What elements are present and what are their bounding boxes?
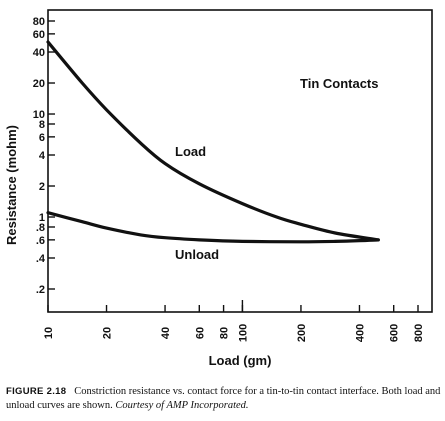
series-line-unload: [46, 211, 380, 244]
y-tick-label: .6: [36, 235, 45, 247]
annotation-load: Load: [175, 144, 206, 159]
y-tick-label: 1: [39, 212, 45, 224]
x-tick-label: 400: [354, 324, 366, 342]
x-tick-label: 10: [43, 327, 55, 339]
x-tick-label: 80: [219, 327, 231, 339]
y-tick-label: 2: [39, 181, 45, 193]
x-tick-label: 60: [194, 327, 206, 339]
y-tick-label: .8: [36, 222, 45, 234]
annotation-unload: Unload: [175, 247, 219, 262]
y-tick-label: 60: [33, 29, 45, 41]
caption-label: FIGURE 2.18: [6, 386, 67, 397]
y-tick-label: 6: [39, 132, 45, 144]
y-axis-title: Resistance (mohm): [4, 125, 19, 245]
y-tick-label: 20: [33, 78, 45, 90]
x-tick-label: 600: [389, 324, 401, 342]
y-tick-label: 80: [33, 16, 45, 28]
x-tick-label: 100: [237, 324, 249, 342]
curves: [46, 40, 380, 244]
x-tick-label: 800: [413, 324, 425, 342]
y-tick-label: 8: [39, 119, 45, 131]
y-tick-label: 10: [33, 109, 45, 121]
plot-border: [47, 9, 433, 313]
x-axis-ticks: 10 20 40 60 80 100 200 400 600 800: [43, 300, 425, 342]
x-tick-label: 200: [296, 324, 308, 342]
y-tick-label: 4: [39, 150, 46, 162]
figure-caption: FIGURE 2.18 Constriction resistance vs. …: [6, 385, 442, 413]
series-line-load: [46, 40, 380, 242]
annotation-tin-contacts: Tin Contacts: [300, 76, 379, 91]
plot-frame: [47, 9, 433, 313]
y-tick-label: .4: [36, 253, 46, 265]
x-tick-label: 20: [102, 327, 114, 339]
y-tick-label: 40: [33, 47, 45, 59]
x-axis-title: Load (gm): [209, 353, 272, 368]
y-tick-label: .2: [36, 284, 45, 296]
x-tick-label: 40: [160, 327, 172, 339]
caption-text: Constriction resistance vs. contact forc…: [6, 386, 441, 411]
caption-courtesy: Courtesy of AMP Incorporated.: [115, 400, 249, 411]
